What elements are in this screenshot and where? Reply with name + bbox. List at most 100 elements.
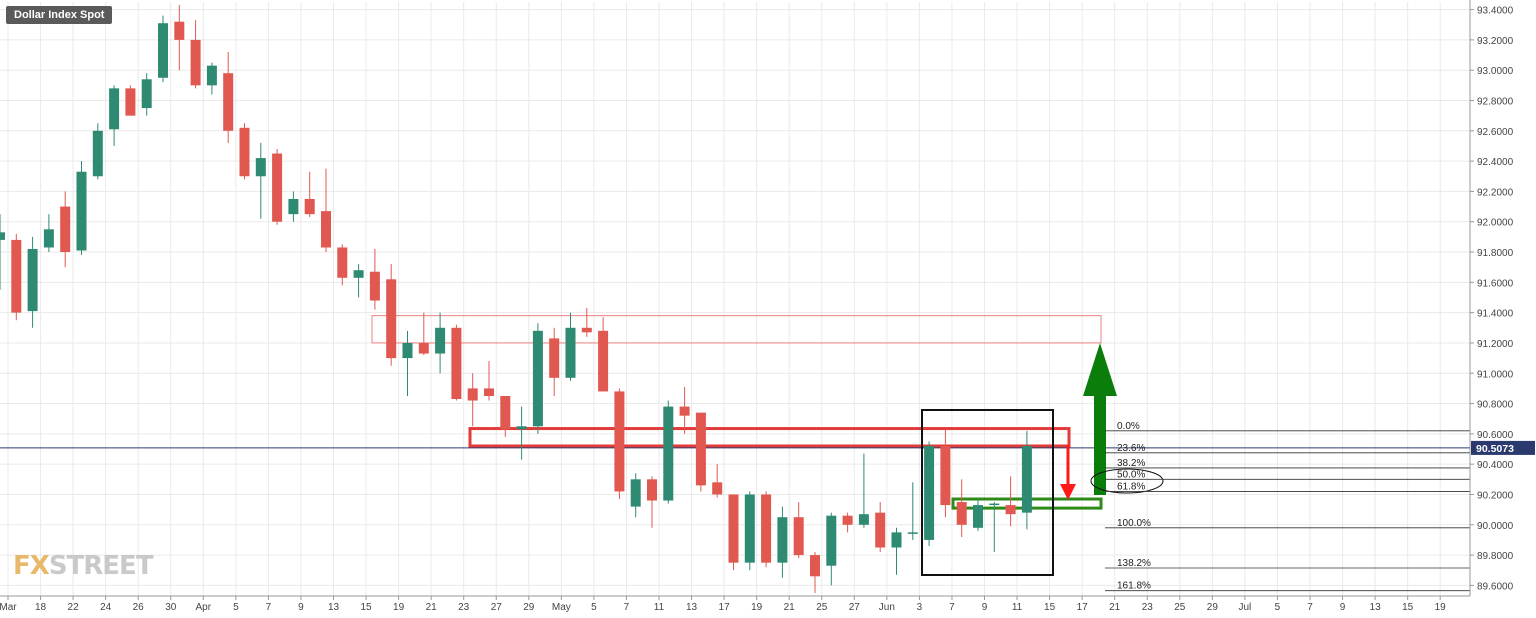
time-tick-label: 7 [949,602,955,613]
candle [728,494,739,571]
candle [940,429,951,518]
time-tick-label: 5 [591,602,597,613]
price-axis: 89.6000 89.8000 90.0000 90.2000 90.4000 90.60… [1469,0,1535,596]
fib-label: 161.8% [1117,581,1151,592]
candle-body [858,514,869,525]
current-price-badge [1471,440,1535,455]
candle-body [1021,445,1032,513]
candle-body [679,406,690,416]
price-tick-label: 92.4000 [1477,157,1514,168]
candle-body [451,327,462,400]
time-tick-label: 5 [233,602,239,613]
time-tick-label: 24 [100,602,112,613]
price-tick-label: 92.0000 [1477,218,1514,229]
candle [516,406,527,460]
candle-body [60,206,71,253]
time-tick-label: 5 [1275,602,1281,613]
candle-body [1005,505,1016,515]
time-tick-label: 25 [1174,602,1186,613]
candle-body [565,327,576,378]
upper-resistance-zone [371,315,1102,344]
candle-body [239,127,250,177]
candle-body [125,88,136,116]
time-tick-label: 19 [1435,602,1447,613]
candle-body [141,79,152,109]
time-axis: Mar 18 22 24 26 30 Apr 5 7 9 13 15 19 21 23 27 29 May 5 7 11… [0,595,1470,613]
price-tick-label: 91.6000 [1477,278,1514,289]
time-tick-label: Mar [0,602,17,613]
candle-body [353,270,364,278]
candle [141,73,152,116]
candle [989,502,1000,553]
candle-body [891,532,902,548]
arrow-head [1083,343,1117,396]
time-tick-label: 7 [624,602,630,613]
candle-body [956,502,967,525]
candle [581,308,592,337]
annotations [921,343,1164,576]
time-tick-label: 25 [816,602,828,613]
candle-body [532,330,543,427]
zones [371,315,1103,510]
candle [1005,476,1016,527]
candle-body [973,505,983,528]
time-tick-label: Jul [1239,602,1252,613]
candle-body [598,330,609,392]
candle-body [924,445,935,540]
red-down-arrow [1060,445,1076,500]
candle [907,482,918,540]
candle-body [402,342,413,359]
time-tick-label: 13 [328,602,340,613]
candle [875,502,886,553]
logo-fx: FX [13,551,50,581]
price-tick-label: 93.0000 [1477,66,1514,77]
candle [484,361,494,401]
time-tick-label: 19 [393,602,405,613]
candle-body [467,388,478,401]
price-tick-label: 91.8000 [1477,248,1514,259]
price-tick-label: 92.2000 [1477,187,1514,198]
candle [27,236,38,328]
candle [663,400,674,504]
candle [158,15,168,83]
candle [712,464,723,498]
candle [679,386,690,434]
candle-body [907,532,918,534]
candle [255,142,266,219]
candle-body [174,21,185,40]
candle-body [484,388,494,396]
candle-body [663,406,674,501]
time-tick-label: 21 [1109,602,1121,613]
candle [60,191,71,268]
candle [353,264,364,298]
fib-label: 23.6% [1117,443,1145,454]
logo-street: STREET [48,551,154,581]
candle [614,388,625,500]
candle-body [614,391,625,492]
price-tick-label: 92.6000 [1477,127,1514,138]
candle-body [842,515,853,525]
candle [386,264,397,366]
price-tick-label: 90.6000 [1477,430,1514,441]
time-tick-label: 22 [68,602,80,613]
price-tick-label: 91.0000 [1477,369,1514,380]
candle [337,244,348,286]
price-tick-label: 92.8000 [1477,96,1514,107]
candle [924,441,935,546]
candle-body [321,211,331,248]
candle-body [11,239,22,313]
time-tick-label: 29 [1207,602,1219,613]
candle [777,506,788,578]
candle [451,324,462,401]
candle [598,317,609,392]
arrow-head [1060,484,1076,500]
price-tick-label: 93.4000 [1477,6,1514,17]
time-tick-label: 17 [1077,602,1089,613]
candle-body [43,229,54,248]
candle [418,312,429,356]
price-tick-label: 90.4000 [1477,460,1514,471]
candles [0,5,1032,593]
candle-body [810,555,820,577]
time-tick-label: Jun [879,602,895,613]
candle-body [369,271,380,301]
